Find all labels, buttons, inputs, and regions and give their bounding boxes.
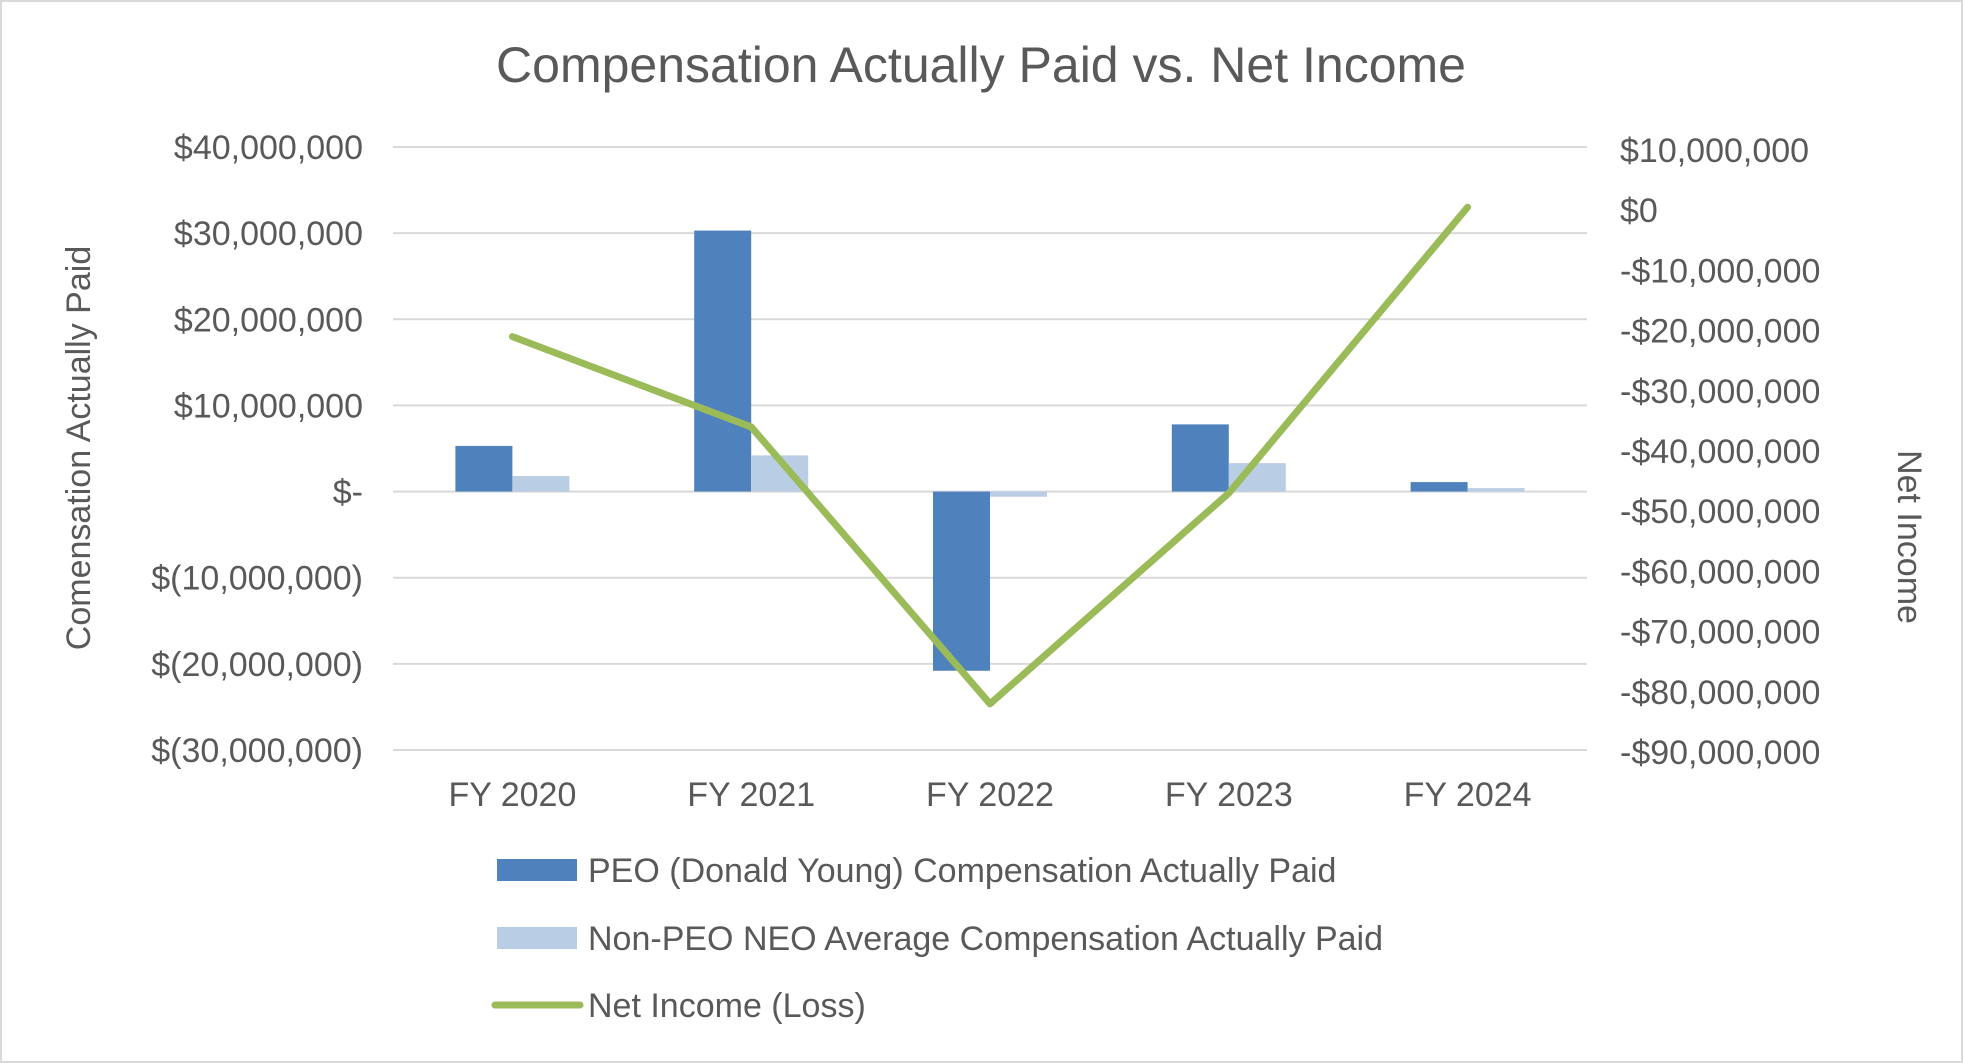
y-left-tick-label: $(10,000,000)	[151, 560, 363, 598]
y-right-tick-label: -$20,000,000	[1620, 313, 1820, 351]
legend-label: Net Income (Loss)	[588, 987, 866, 1025]
y-right-tick-label: -$60,000,000	[1620, 553, 1820, 591]
net-income-point	[1464, 204, 1471, 211]
legend-swatch-non-peo	[497, 927, 577, 949]
x-tick-label: FY 2021	[687, 776, 815, 814]
net-income-point	[748, 423, 755, 430]
legend-swatch-peo	[497, 859, 577, 881]
x-tick-label: FY 2024	[1404, 776, 1532, 814]
y-left-tick-label: $(30,000,000)	[151, 732, 363, 770]
y-right-tick-label: -$40,000,000	[1620, 433, 1820, 471]
y-right-tick-label: $10,000,000	[1620, 132, 1809, 170]
x-tick-label: FY 2022	[926, 776, 1054, 814]
peo-bar	[455, 445, 513, 492]
y-right-tick-label: -$70,000,000	[1620, 614, 1820, 652]
x-tick-label: FY 2023	[1165, 776, 1293, 814]
legend: PEO (Donald Young) Compensation Actually…	[491, 852, 1383, 1025]
non-peo-bar	[990, 491, 1047, 497]
line-series	[508, 203, 1472, 708]
legend-label: Non-PEO NEO Average Compensation Actuall…	[588, 920, 1383, 958]
net-income-point	[987, 700, 993, 707]
y-left-tick-label: $40,000,000	[174, 129, 363, 167]
peo-bar	[1410, 482, 1468, 492]
y-right-tick-label: -$80,000,000	[1620, 674, 1820, 712]
y-right-tick-label: -$30,000,000	[1620, 373, 1820, 411]
x-axis-labels: FY 2020 FY 2021 FY 2022 FY 2023 FY 2024	[448, 776, 1531, 814]
non-peo-bar	[1467, 488, 1525, 492]
x-tick-label: FY 2020	[448, 776, 576, 814]
net-income-point	[509, 333, 516, 340]
y-axis-right-title: Net Income	[1890, 450, 1928, 624]
peo-bar	[694, 230, 752, 492]
bar-series	[455, 230, 1525, 671]
y-right-tick-label: -$90,000,000	[1620, 734, 1820, 772]
peo-bar	[1171, 424, 1229, 492]
y-left-tick-label: $30,000,000	[174, 215, 363, 253]
legend-label: PEO (Donald Young) Compensation Actually…	[588, 852, 1336, 890]
y-left-tick-label: $-	[333, 474, 363, 512]
y-left-tick-label: $10,000,000	[174, 387, 363, 425]
non-peo-bar	[512, 476, 570, 492]
peo-bar	[933, 491, 990, 671]
y-right-tick-label: -$10,000,000	[1620, 252, 1820, 290]
y-right-tick-label: -$50,000,000	[1620, 493, 1820, 531]
net-income-point	[1225, 490, 1232, 497]
y-axis-right-ticks: $10,000,000 $0 -$10,000,000 -$20,000,000 -$3…	[1620, 132, 1820, 772]
y-right-tick-label: $0	[1620, 192, 1658, 230]
y-left-tick-label: $20,000,000	[174, 301, 363, 339]
y-axis-left-ticks: $40,000,000 $30,000,000 $20,000,000 $10,000…	[151, 129, 363, 770]
y-left-tick-label: $(20,000,000)	[151, 646, 363, 684]
y-axis-left-title: Comensation Actually Paid	[60, 246, 98, 650]
chart-title: Compensation Actually Paid vs. Net Incom…	[496, 37, 1466, 93]
